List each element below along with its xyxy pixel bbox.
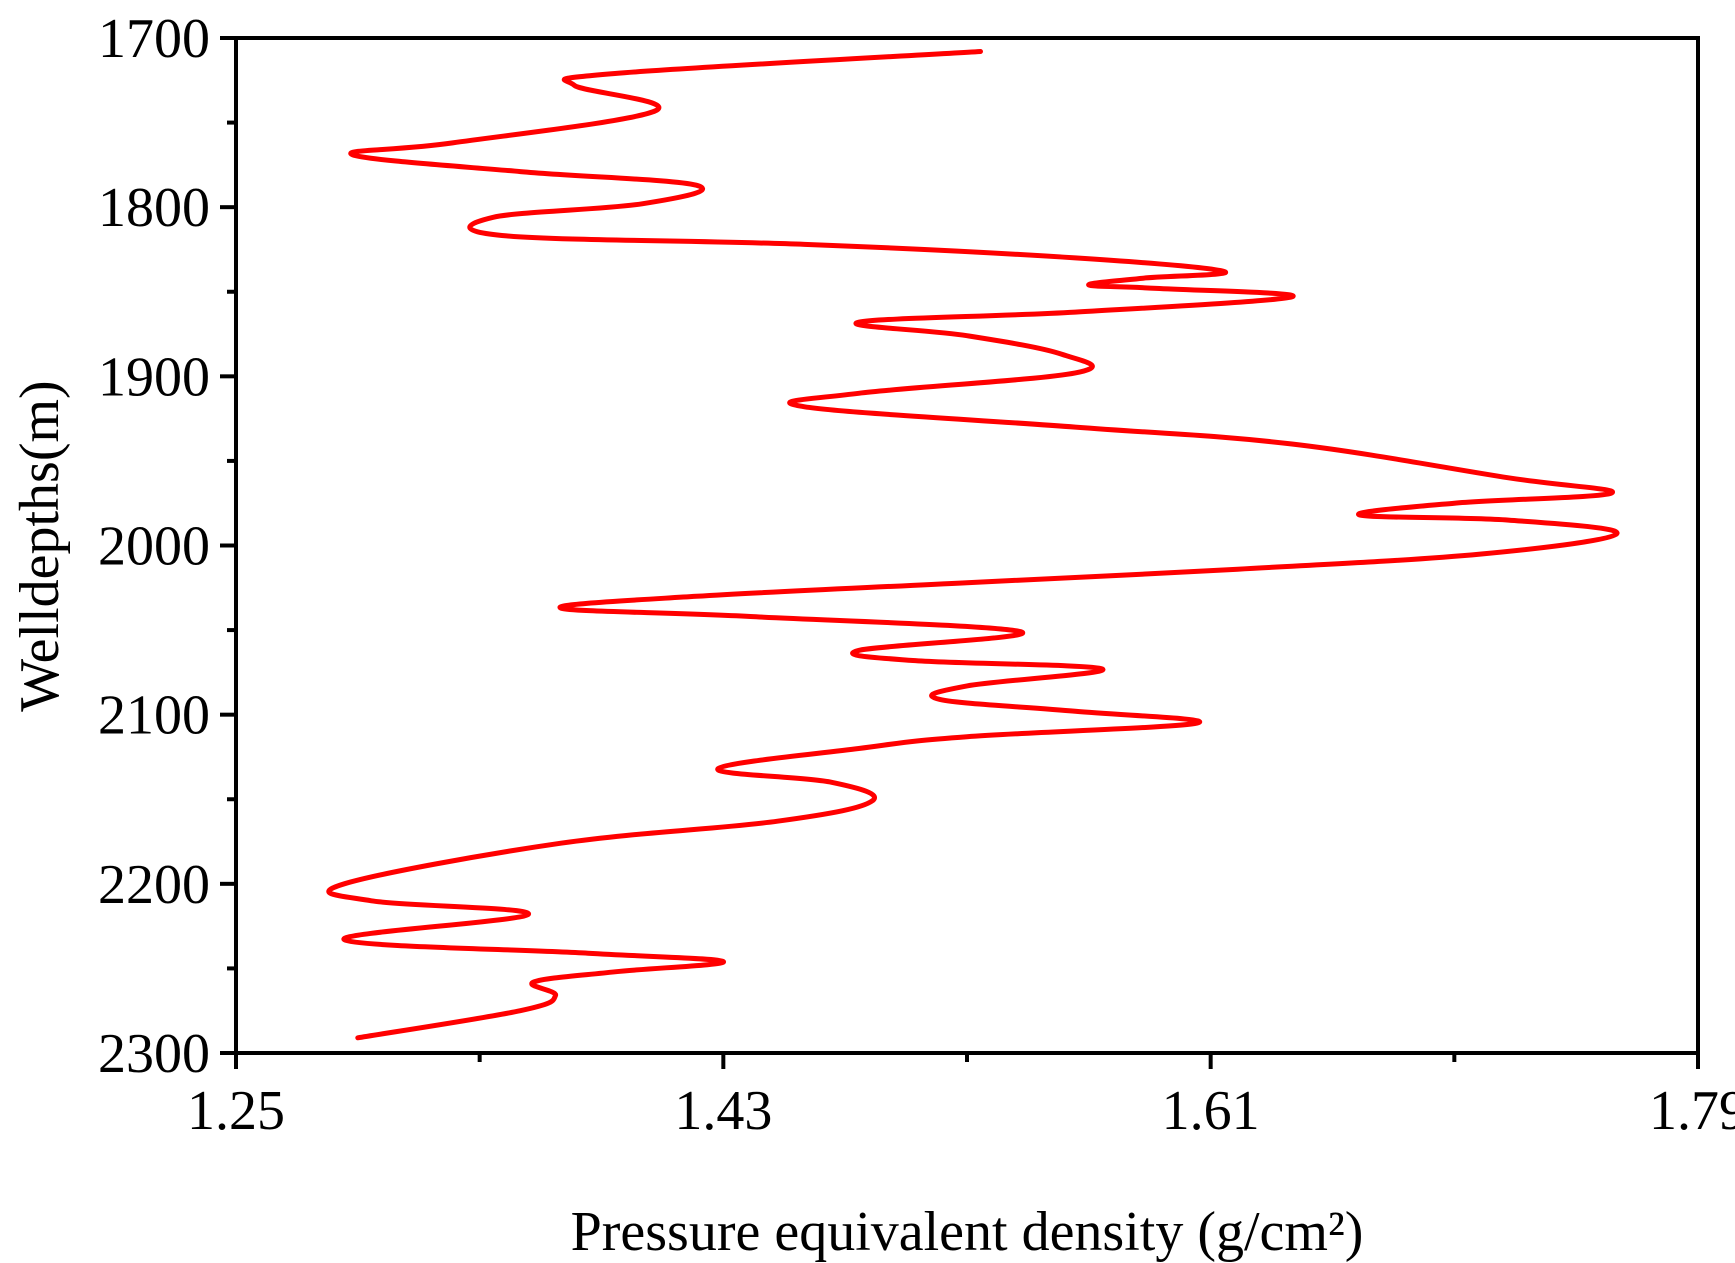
x-tick-label: 1.79: [1649, 1080, 1735, 1142]
density-series-line: [326, 49, 1620, 1041]
axis-ticks: [220, 36, 1700, 1069]
y-axis-title: Welldepths(m): [9, 380, 71, 711]
x-tick-label: 1.61: [1162, 1080, 1260, 1142]
y-tick-label: 1800: [98, 177, 210, 239]
x-tick-label: 1.25: [187, 1080, 285, 1142]
x-tick-label: 1.43: [674, 1080, 772, 1142]
series-group: [326, 49, 1620, 1041]
y-tick-label: 1900: [98, 346, 210, 408]
tick-labels: 1.25 1.43 1.61 1.79 1700 1800 1900 2000 2100 2200…: [98, 8, 1735, 1142]
y-tick-label: 1700: [98, 8, 210, 70]
y-tick-label: 2300: [98, 1023, 210, 1085]
y-tick-label: 2000: [98, 516, 210, 578]
y-tick-label: 2100: [98, 685, 210, 747]
plot-frame: [234, 36, 1700, 1055]
x-axis-title: Pressure equivalent density (g/cm²): [571, 1201, 1364, 1263]
y-tick-label: 2200: [98, 854, 210, 916]
